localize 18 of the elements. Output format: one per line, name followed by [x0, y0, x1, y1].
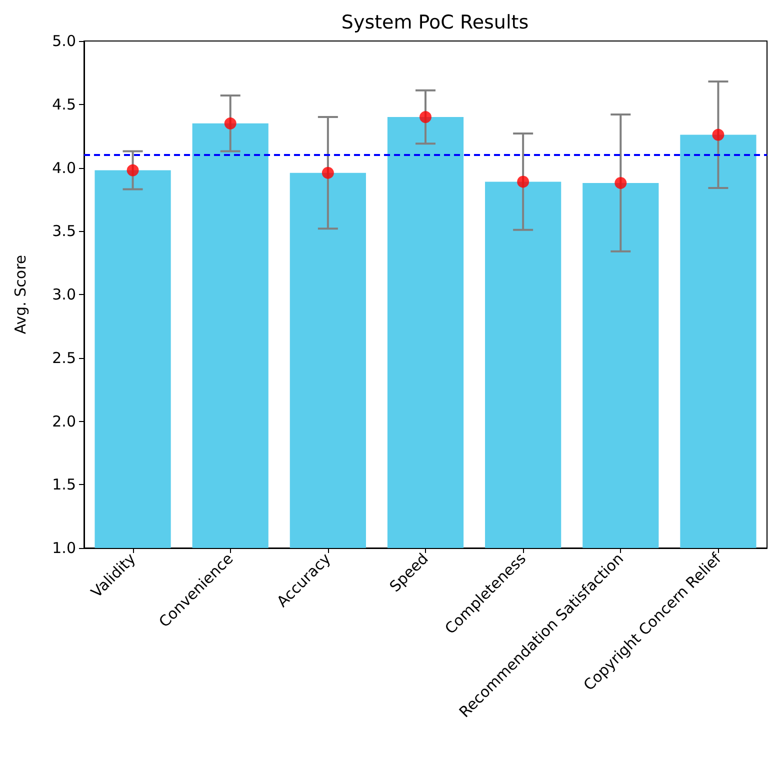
y-tick-label: 4.5 [52, 95, 76, 114]
y-axis-title: Avg. Score [12, 254, 30, 334]
y-tick-label: 1.5 [52, 476, 76, 494]
point [420, 111, 432, 124]
y-tick-label: 3.0 [52, 286, 76, 304]
y-tick-label: 4.0 [52, 158, 76, 177]
y-tick-label: 3.5 [52, 222, 76, 240]
point [224, 117, 236, 130]
y-tick-label: 2.5 [52, 348, 76, 367]
y-tick-label: 2.0 [52, 412, 76, 430]
point [517, 176, 530, 188]
chart-title: System PoC Results [341, 12, 529, 34]
point [614, 176, 627, 189]
point [126, 164, 139, 176]
point [712, 128, 724, 141]
point [322, 166, 334, 179]
y-tick-label: 1.0 [52, 539, 76, 557]
y-tick-label: 5.0 [52, 32, 76, 50]
